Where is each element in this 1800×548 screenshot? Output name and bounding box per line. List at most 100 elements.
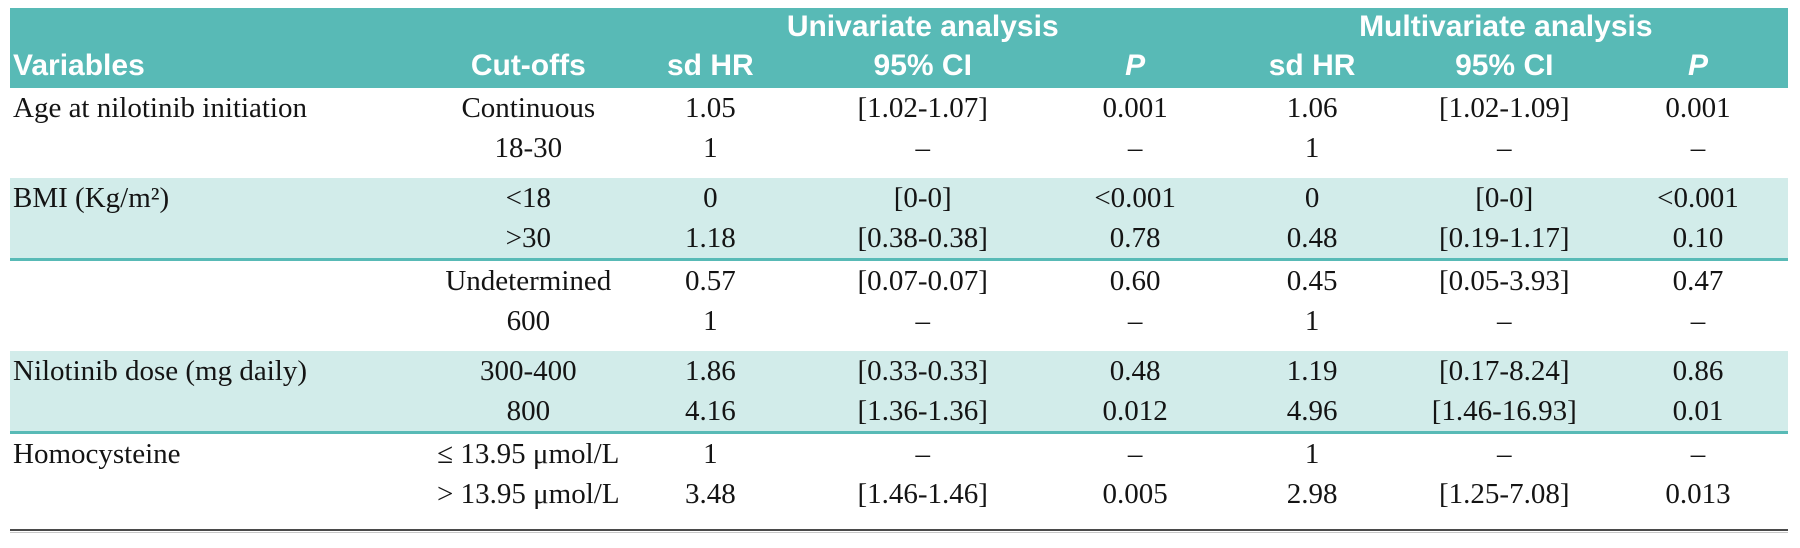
cell-multi-p: 0.001 xyxy=(1607,88,1788,128)
bottom-rule xyxy=(10,529,1788,531)
table-row: 800 4.16 [1.36-1.36] 0.012 4.96 [1.46-16… xyxy=(10,391,1788,434)
cell-uni-hr: 3.48 xyxy=(621,474,799,514)
cell-uni-p: 0.012 xyxy=(1046,391,1224,434)
cell-uni-ci: [0.33-0.33] xyxy=(798,351,1047,391)
cell-variable: Nilotinib dose (mg daily) xyxy=(10,351,435,391)
cell-cutoff: ≤ 13.95 μmol/L xyxy=(434,432,622,474)
cell-cutoff: <18 xyxy=(434,178,622,218)
cell-multi-ci: – xyxy=(1400,128,1608,168)
table-row: 18-30 1 – – 1 – – xyxy=(10,128,1788,168)
cell-uni-ci: [1.36-1.36] xyxy=(798,391,1047,434)
col-header-uni-p: P xyxy=(1046,44,1224,88)
cell-multi-hr: 1 xyxy=(1223,128,1401,168)
spacer-row xyxy=(10,341,1788,351)
cell-uni-ci: – xyxy=(798,301,1047,341)
cell-variable xyxy=(10,259,435,301)
cell-multi-p: <0.001 xyxy=(1607,178,1788,218)
table-body: Age at nilotinib initiation Continuous 1… xyxy=(10,88,1788,514)
cell-multi-ci: [0.05-3.93] xyxy=(1400,259,1608,301)
table-row: Undetermined 0.57 [0.07-0.07] 0.60 0.45 … xyxy=(10,259,1788,301)
cell-multi-ci: [1.46-16.93] xyxy=(1400,391,1608,434)
cell-cutoff: Continuous xyxy=(434,88,622,128)
cell-uni-p: 0.001 xyxy=(1046,88,1224,128)
col-header-multi-sdhr: sd HR xyxy=(1223,44,1401,88)
cell-uni-ci: [1.46-1.46] xyxy=(798,474,1047,514)
cell-multi-ci: – xyxy=(1400,301,1608,341)
cell-uni-hr: 0.57 xyxy=(621,259,799,301)
cell-multi-p: – xyxy=(1607,128,1788,168)
cell-variable: BMI (Kg/m²) xyxy=(10,178,435,218)
cell-uni-ci: – xyxy=(798,432,1047,474)
cell-multi-hr: 0.45 xyxy=(1223,259,1401,301)
cell-multi-ci: [0.17-8.24] xyxy=(1400,351,1608,391)
cell-cutoff: 300-400 xyxy=(434,351,622,391)
spacer-cell xyxy=(10,168,1788,178)
cell-cutoff: >30 xyxy=(434,218,622,261)
cell-cutoff: > 13.95 μmol/L xyxy=(434,474,622,514)
cell-multi-ci: [1.25-7.08] xyxy=(1400,474,1608,514)
cell-multi-hr: 2.98 xyxy=(1223,474,1401,514)
cell-uni-ci: – xyxy=(798,128,1047,168)
cell-multi-ci: [0-0] xyxy=(1400,178,1608,218)
group-header-row: Univariate analysis Multivariate analysi… xyxy=(10,8,1788,44)
col-header-cutoffs: Cut-offs xyxy=(434,44,622,88)
col-header-variables: Variables xyxy=(10,44,435,88)
cell-uni-ci: [0.07-0.07] xyxy=(798,259,1047,301)
cell-multi-p: 0.01 xyxy=(1607,391,1788,434)
cell-variable xyxy=(10,391,435,434)
cell-multi-ci: [0.19-1.17] xyxy=(1400,218,1608,261)
cell-uni-p: 0.48 xyxy=(1046,351,1224,391)
cell-uni-ci: [0-0] xyxy=(798,178,1047,218)
cell-multi-p: 0.013 xyxy=(1607,474,1788,514)
group-header-univariate: Univariate analysis xyxy=(621,8,1224,44)
table-row: Homocysteine ≤ 13.95 μmol/L 1 – – 1 – – xyxy=(10,432,1788,474)
cell-multi-p: 0.47 xyxy=(1607,259,1788,301)
cell-uni-hr: 1 xyxy=(621,432,799,474)
cell-uni-p: <0.001 xyxy=(1046,178,1224,218)
table-row: Nilotinib dose (mg daily) 300-400 1.86 [… xyxy=(10,351,1788,391)
cell-multi-p: 0.10 xyxy=(1607,218,1788,261)
cell-multi-hr: 1 xyxy=(1223,301,1401,341)
spacer-cell xyxy=(10,341,1788,351)
cell-uni-hr: 1 xyxy=(621,301,799,341)
col-header-uni-ci: 95% CI xyxy=(798,44,1047,88)
cell-uni-hr: 1.05 xyxy=(621,88,799,128)
cell-multi-hr: 0 xyxy=(1223,178,1401,218)
cell-multi-hr: 4.96 xyxy=(1223,391,1401,434)
cell-cutoff: 600 xyxy=(434,301,622,341)
group-header-multivariate: Multivariate analysis xyxy=(1223,8,1788,44)
cell-uni-p: 0.60 xyxy=(1046,259,1224,301)
cell-variable xyxy=(10,128,435,168)
spacer-row xyxy=(10,168,1788,178)
col-header-multi-ci: 95% CI xyxy=(1400,44,1608,88)
cell-uni-hr: 4.16 xyxy=(621,391,799,434)
col-header-uni-sdhr: sd HR xyxy=(621,44,799,88)
cell-multi-hr: 1.06 xyxy=(1223,88,1401,128)
cell-multi-p: – xyxy=(1607,432,1788,474)
col-header-multi-p: P xyxy=(1607,44,1788,88)
cell-uni-hr: 1.18 xyxy=(621,218,799,261)
cell-uni-p: 0.78 xyxy=(1046,218,1224,261)
cell-variable xyxy=(10,474,435,514)
cell-multi-p: 0.86 xyxy=(1607,351,1788,391)
cell-uni-hr: 0 xyxy=(621,178,799,218)
cell-multi-hr: 1.19 xyxy=(1223,351,1401,391)
table-header: Univariate analysis Multivariate analysi… xyxy=(10,8,1788,88)
group-header-empty xyxy=(10,8,622,44)
cell-multi-ci: – xyxy=(1400,432,1608,474)
cell-uni-p: – xyxy=(1046,432,1224,474)
cell-multi-ci: [1.02-1.09] xyxy=(1400,88,1608,128)
cell-cutoff: Undetermined xyxy=(434,259,622,301)
cell-uni-p: – xyxy=(1046,128,1224,168)
cell-multi-hr: 0.48 xyxy=(1223,218,1401,261)
table-row: >30 1.18 [0.38-0.38] 0.78 0.48 [0.19-1.1… xyxy=(10,218,1788,261)
cell-variable: Age at nilotinib initiation xyxy=(10,88,435,128)
cell-cutoff: 800 xyxy=(434,391,622,434)
column-header-row: Variables Cut-offs sd HR 95% CI P sd HR … xyxy=(10,44,1788,88)
cell-uni-p: – xyxy=(1046,301,1224,341)
cell-uni-hr: 1 xyxy=(621,128,799,168)
cell-uni-ci: [0.38-0.38] xyxy=(798,218,1047,261)
analysis-table: Univariate analysis Multivariate analysi… xyxy=(10,8,1788,514)
table-row: 600 1 – – 1 – – xyxy=(10,301,1788,341)
